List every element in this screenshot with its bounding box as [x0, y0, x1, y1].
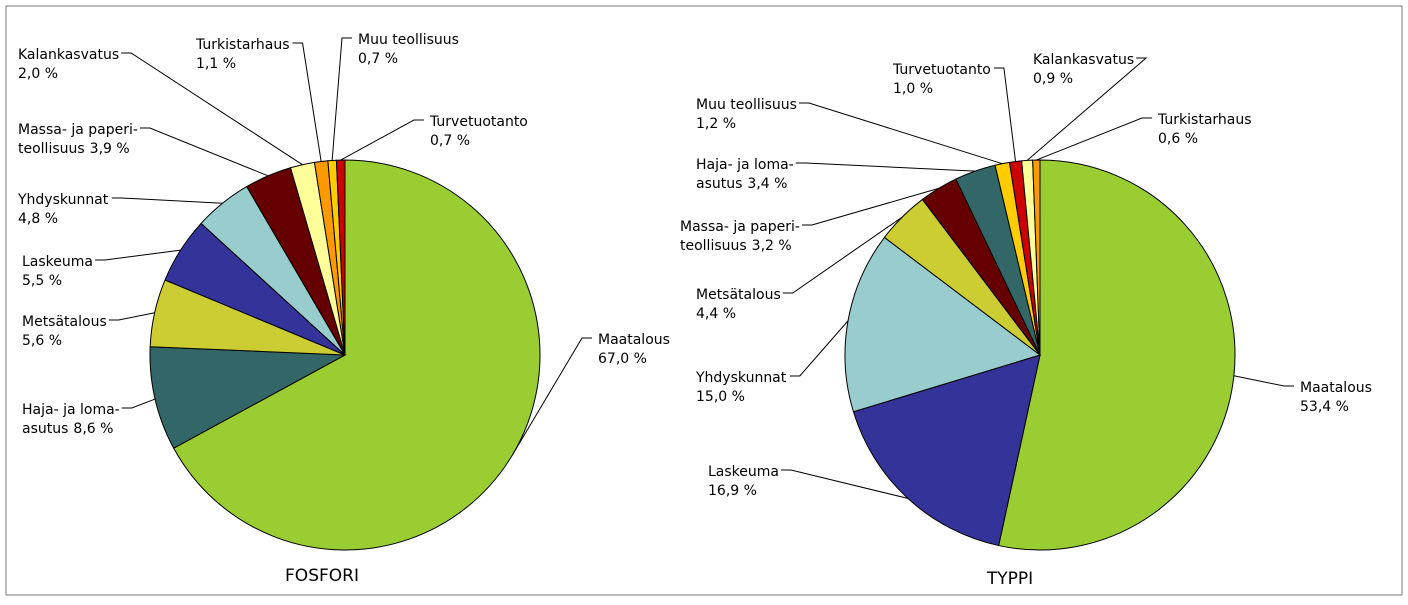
leader-line	[789, 320, 849, 377]
slice-label: Massa- ja paperi-teollisuus	[18, 122, 138, 157]
slice-label: Maatalous	[598, 332, 670, 348]
leader-line	[94, 249, 181, 261]
slice-label: Turkistarhaus	[195, 37, 290, 53]
label-line: Muu teollisuus	[358, 32, 459, 48]
leader-line	[331, 37, 352, 161]
label-line: Metsätalous	[22, 314, 107, 330]
label-line: Turkistarhaus	[1157, 112, 1252, 128]
value-label: 53,4 %	[1300, 399, 1349, 415]
slice-label: Maatalous	[1300, 380, 1372, 396]
value-label: 2,0 %	[18, 66, 58, 82]
value-label: 4,4 %	[696, 306, 736, 322]
slice-label: Laskeuma	[22, 254, 93, 270]
leader-line	[993, 67, 1017, 162]
label-line: teollisuus	[18, 141, 85, 157]
chart-title: FOSFORI	[285, 566, 359, 586]
leader-line	[512, 337, 592, 455]
value-label: 1,1 %	[196, 56, 236, 72]
label-line: Yhdyskunnat	[17, 192, 109, 208]
leader-line	[780, 469, 908, 499]
leader-line	[111, 197, 223, 204]
pie-slice	[998, 159, 1236, 551]
value-label: 8,6 %	[73, 421, 113, 437]
leader-line	[108, 312, 155, 321]
label-line: teollisuus	[680, 238, 747, 254]
slice-label: Turvetuotanto	[892, 62, 991, 78]
pie-slice	[1032, 159, 1041, 356]
value-label: 0,7 %	[358, 51, 398, 67]
label-line: Haja- ja loma-	[22, 402, 120, 418]
label-line: Massa- ja paperi-	[18, 122, 138, 138]
label-line: Laskeuma	[708, 464, 779, 480]
leader-line	[1036, 117, 1152, 161]
value-label: 15,0 %	[696, 389, 745, 405]
slice-label: Metsätalous	[696, 287, 781, 303]
label-line: Metsätalous	[696, 287, 781, 303]
leader-line	[121, 398, 156, 409]
leader-line	[121, 52, 303, 166]
leader-line	[1233, 375, 1294, 387]
value-label: 5,5 %	[22, 273, 62, 289]
slice-label: Kalankasvatus	[18, 47, 119, 63]
label-line: Kalankasvatus	[1033, 52, 1134, 68]
leader-line	[801, 187, 939, 226]
leader-line	[1026, 57, 1148, 161]
slice-label: Yhdyskunnat	[695, 370, 787, 386]
label-line: asutus	[22, 421, 68, 437]
leader-line	[795, 162, 976, 172]
label-line: Muu teollisuus	[696, 97, 797, 113]
value-label: 4,8 %	[18, 211, 58, 227]
leader-line	[340, 119, 424, 161]
pie-slice	[852, 354, 1041, 547]
label-line: Maatalous	[1300, 380, 1372, 396]
slice-label: Turvetuotanto	[429, 114, 528, 130]
value-label: 3,9 %	[90, 141, 130, 157]
label-line: Kalankasvatus	[18, 47, 119, 63]
value-label: 5,6 %	[22, 333, 62, 349]
slice-label: Turkistarhaus	[1157, 112, 1252, 128]
label-line: Turkistarhaus	[195, 37, 290, 53]
slice-label: Massa- ja paperi-teollisuus	[680, 219, 800, 254]
label-line: Turvetuotanto	[892, 62, 991, 78]
label-line: Massa- ja paperi-	[680, 219, 800, 235]
slice-label: Metsätalous	[22, 314, 107, 330]
value-label: 0,6 %	[1158, 131, 1198, 147]
label-line: Haja- ja loma-	[696, 157, 794, 173]
value-label: 0,7 %	[430, 133, 470, 149]
pie-slice	[149, 346, 347, 449]
slice-label: Haja- ja loma-asutus	[696, 157, 794, 192]
slice-label: Yhdyskunnat	[17, 192, 109, 208]
leader-line	[139, 127, 269, 177]
slice-label: Haja- ja loma-asutus	[22, 402, 120, 437]
value-label: 67,0 %	[598, 351, 647, 367]
slice-label: Kalankasvatus	[1033, 52, 1134, 68]
label-line: Yhdyskunnat	[695, 370, 787, 386]
slice-label: Muu teollisuus	[696, 97, 797, 113]
value-label: 1,0 %	[893, 81, 933, 97]
label-line: asutus	[696, 176, 742, 192]
slice-label: Muu teollisuus	[358, 32, 459, 48]
value-label: 3,2 %	[752, 238, 792, 254]
leader-line	[798, 102, 1003, 165]
value-label: 1,2 %	[696, 116, 736, 132]
value-label: 0,9 %	[1033, 71, 1073, 87]
label-line: Laskeuma	[22, 254, 93, 270]
label-line: Turvetuotanto	[429, 114, 528, 130]
slice-label: Laskeuma	[708, 464, 779, 480]
leader-line	[782, 216, 903, 294]
value-label: 3,4 %	[747, 176, 787, 192]
leader-line	[292, 42, 322, 162]
value-label: 16,9 %	[708, 483, 757, 499]
label-line: Maatalous	[598, 332, 670, 348]
chart-title: TYPPI	[986, 569, 1033, 589]
